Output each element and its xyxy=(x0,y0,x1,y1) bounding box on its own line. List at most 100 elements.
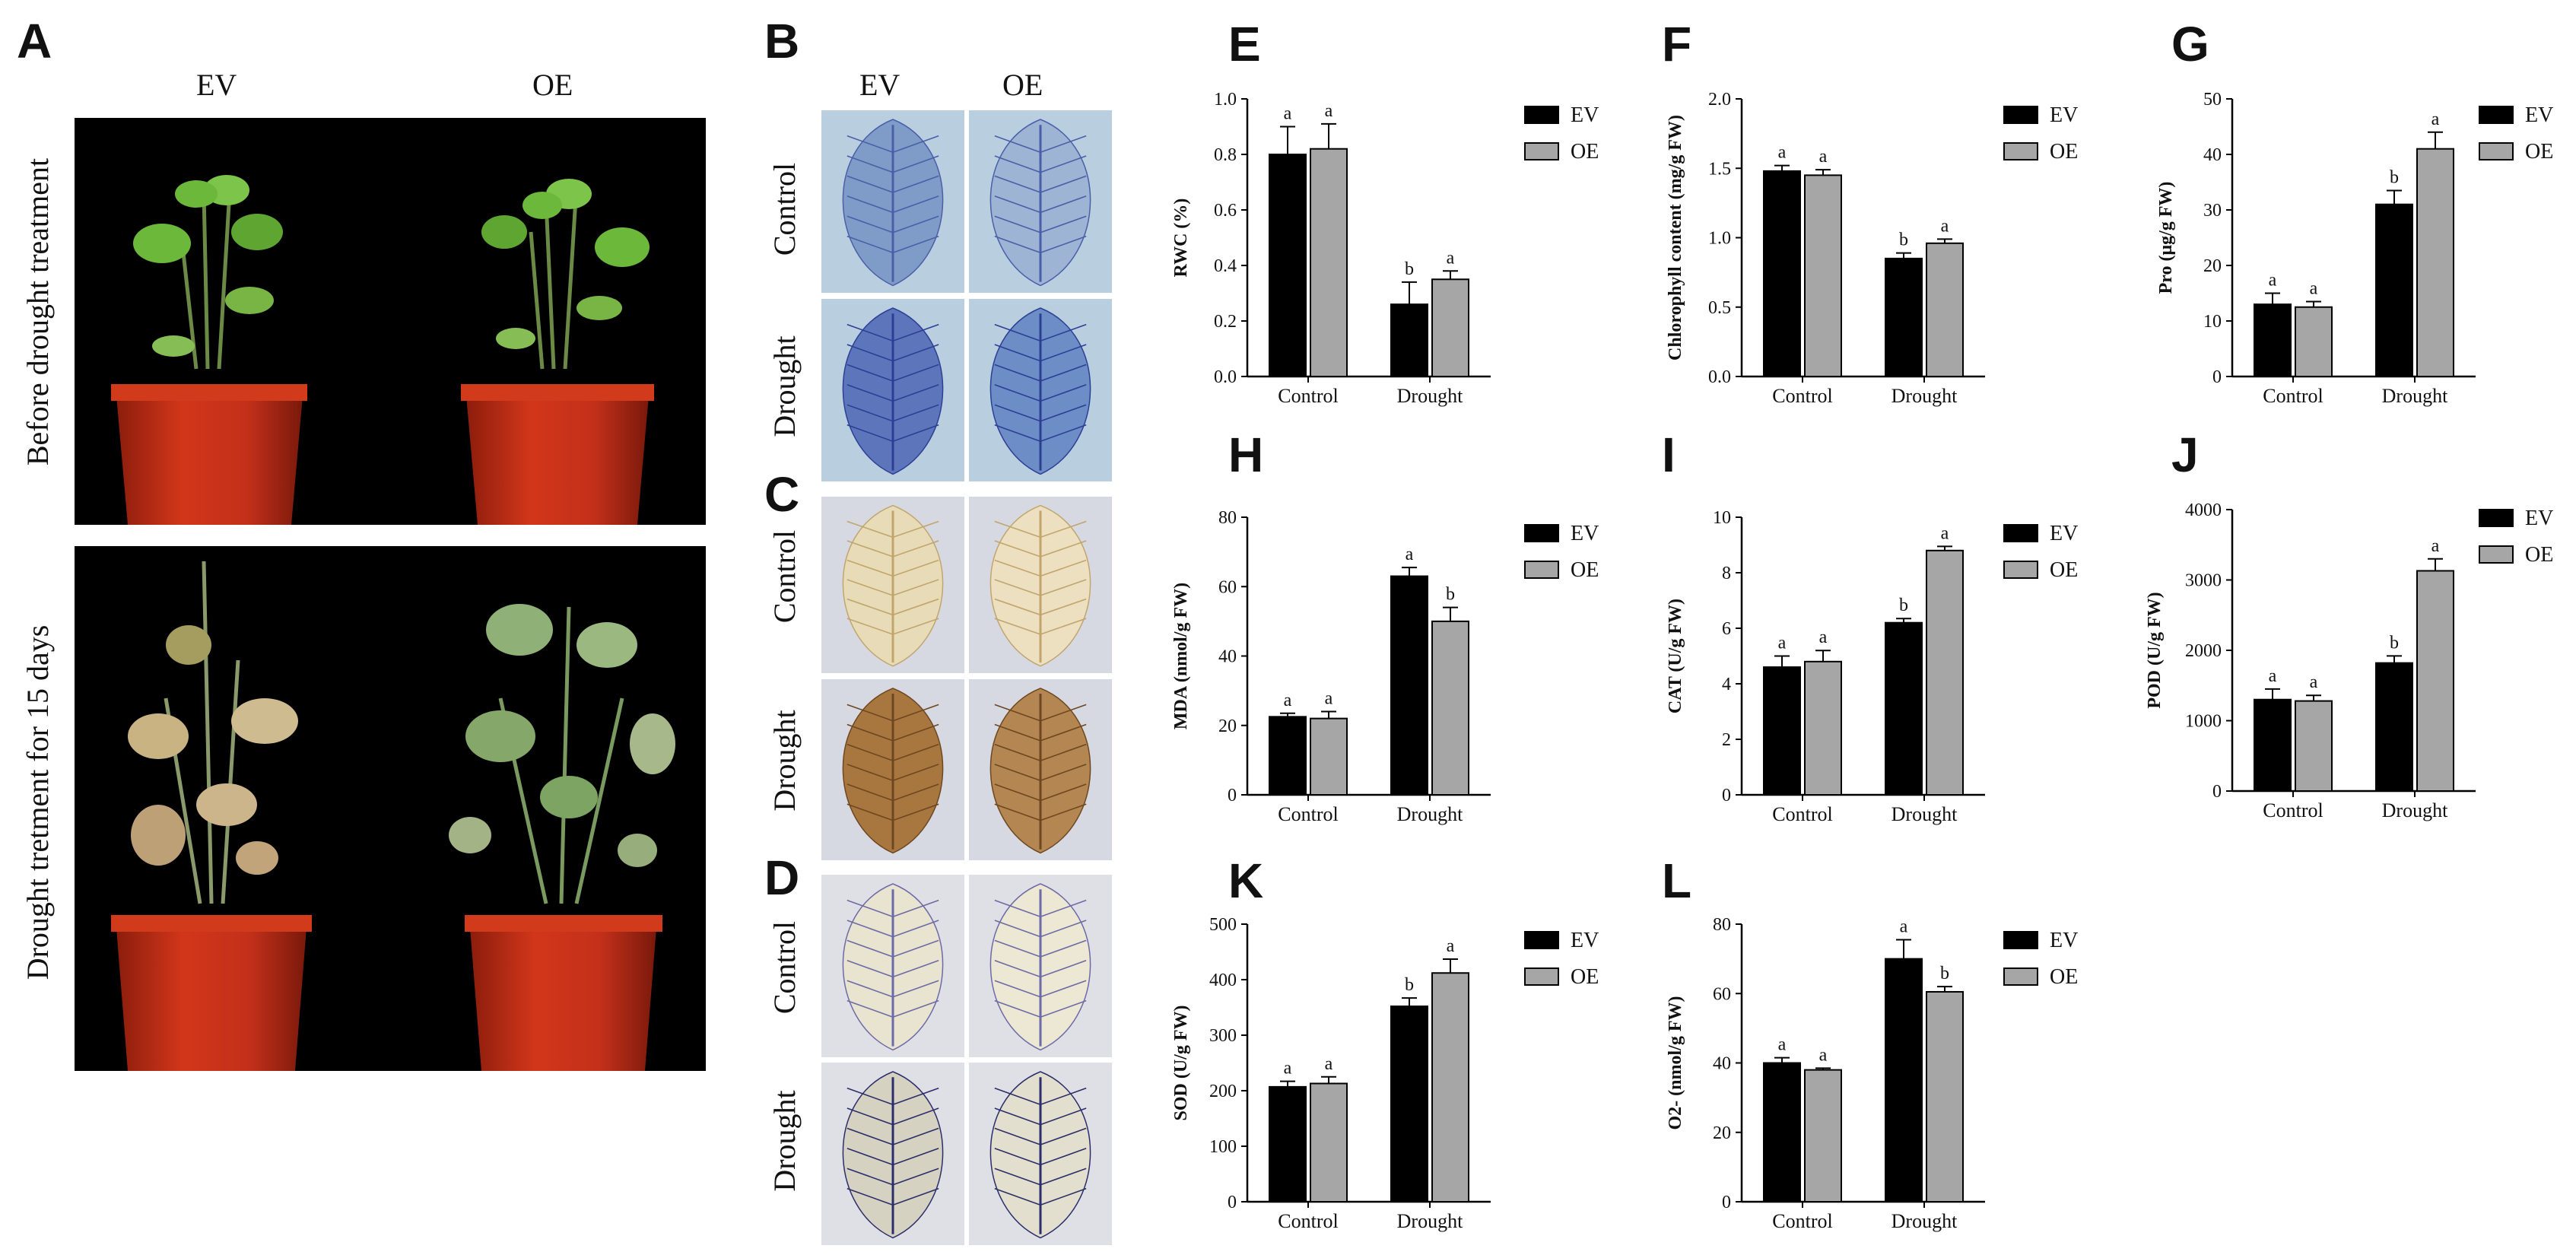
leaf-trypan-drought-oe xyxy=(969,1063,1112,1245)
photo-col-label-oe: OE xyxy=(532,68,573,102)
y-axis-label: Chlorophyll content (mg/g FW) xyxy=(1666,115,1685,361)
leaf-trypan-control-ev xyxy=(821,875,964,1057)
significance-letter: a xyxy=(2431,110,2440,129)
significance-letter: a xyxy=(1941,216,1949,236)
photo-before-drought xyxy=(75,118,706,525)
y-tick-label: 1.0 xyxy=(1214,90,1237,110)
legend-swatch-ev xyxy=(1524,524,1559,542)
leaf-nbt-drought-oe xyxy=(969,299,1112,481)
legend-label-ev: EV xyxy=(1571,522,1599,545)
y-tick-label: 10 xyxy=(1713,508,1731,528)
y-tick-label: 4000 xyxy=(2185,500,2222,520)
legend-label-oe: OE xyxy=(2050,965,2078,989)
y-tick-label: 40 xyxy=(1713,1054,1731,1074)
bar-ev-control xyxy=(2254,698,2292,792)
y-tick-label: 60 xyxy=(1218,577,1237,597)
significance-letter: a xyxy=(1778,634,1787,653)
significance-letter: a xyxy=(1325,101,1333,121)
y-tick-label: 0.4 xyxy=(1214,256,1237,276)
y-tick-label: 2000 xyxy=(2185,641,2222,661)
y-tick-label: 0.2 xyxy=(1214,312,1237,332)
y-axis-label: MDA (nmol/g FW) xyxy=(1171,583,1191,729)
bar-oe-control xyxy=(1804,1069,1842,1203)
legend-swatch-ev xyxy=(2003,931,2038,949)
y-axis-label: Pro (μg/g FW) xyxy=(2156,182,2176,294)
y-axis-label: SOD (U/g FW) xyxy=(1171,1006,1191,1121)
bar-oe-control xyxy=(1804,174,1842,377)
photo-after-drought xyxy=(75,546,706,1071)
y-tick-label: 0.0 xyxy=(1708,367,1731,387)
bar-oe-control xyxy=(1310,148,1348,377)
x-tick-label: Control xyxy=(1278,803,1338,825)
y-tick-label: 40 xyxy=(1218,647,1237,667)
bar-oe-drought xyxy=(1431,278,1469,377)
legend-swatch-oe xyxy=(2003,561,2038,579)
significance-letter: a xyxy=(1778,1035,1787,1055)
bar-ev-drought xyxy=(1885,958,1923,1203)
panel-label-k: K xyxy=(1228,853,1263,908)
legend-label-oe: OE xyxy=(2050,558,2078,582)
legend-swatch-oe xyxy=(1524,142,1559,160)
significance-letter: a xyxy=(1406,545,1414,564)
bar-ev-drought xyxy=(1390,1006,1428,1203)
panel-label-a: A xyxy=(17,14,52,68)
significance-letter: a xyxy=(1941,523,1949,543)
significance-letter: a xyxy=(2310,672,2318,692)
y-tick-label: 0.0 xyxy=(1214,367,1237,387)
legend-swatch-oe xyxy=(2479,142,2514,160)
leaf-dab-drought-oe xyxy=(969,679,1112,860)
y-tick-label: 20 xyxy=(1713,1123,1731,1143)
y-tick-label: 60 xyxy=(1713,984,1731,1004)
significance-letter: b xyxy=(1940,964,1949,983)
stain-col-label-oe: OE xyxy=(1002,68,1043,102)
y-tick-label: 200 xyxy=(1209,1082,1237,1101)
significance-letter: a xyxy=(2431,536,2440,556)
y-tick-label: 8 xyxy=(1722,564,1731,583)
panel-label-c: C xyxy=(764,467,800,522)
panel-label-e: E xyxy=(1228,17,1261,71)
significance-letter: a xyxy=(2269,666,2277,686)
x-tick-label: Control xyxy=(1772,1210,1832,1232)
legend-swatch-oe xyxy=(2003,967,2038,986)
leaf-dab-control-ev xyxy=(821,497,964,673)
bar-oe-control xyxy=(2295,700,2333,792)
y-tick-label: 400 xyxy=(1209,971,1237,990)
photo-col-label-ev: EV xyxy=(196,68,237,102)
legend-swatch-ev xyxy=(2003,106,2038,124)
bar-ev-control xyxy=(1763,666,1801,796)
y-tick-label: 0 xyxy=(1228,786,1237,805)
x-tick-label: Control xyxy=(2263,385,2323,407)
y-tick-label: 500 xyxy=(1209,915,1237,935)
legend-swatch-ev xyxy=(2479,106,2514,124)
significance-letter: b xyxy=(1405,259,1414,279)
legend-label-ev: EV xyxy=(2050,929,2078,952)
y-tick-label: 20 xyxy=(1218,716,1237,736)
y-tick-label: 10 xyxy=(2203,312,2222,332)
panel-label-i: I xyxy=(1662,427,1676,482)
bar-oe-drought xyxy=(1926,990,1964,1203)
significance-letter: a xyxy=(1819,147,1828,167)
x-tick-label: Drought xyxy=(2382,799,2448,821)
significance-letter: a xyxy=(1819,1045,1828,1065)
bar-ev-drought xyxy=(1885,621,1923,796)
x-tick-label: Drought xyxy=(1892,1210,1958,1232)
plant-ev-healthy xyxy=(133,175,283,370)
significance-letter: a xyxy=(1284,1059,1292,1079)
y-tick-label: 50 xyxy=(2203,90,2222,110)
y-axis-label: CAT (U/g FW) xyxy=(1666,599,1685,713)
y-tick-label: 300 xyxy=(1209,1026,1237,1046)
bar-ev-control xyxy=(1269,154,1307,377)
bar-ev-control xyxy=(1269,716,1307,796)
significance-letter: a xyxy=(1819,628,1828,647)
x-tick-label: Drought xyxy=(1397,1210,1463,1232)
legend-label-ev: EV xyxy=(1571,929,1599,952)
plant-oe-wilted xyxy=(449,604,675,904)
y-tick-label: 0 xyxy=(1722,786,1731,805)
legend-swatch-oe xyxy=(1524,561,1559,579)
significance-letter: b xyxy=(1405,975,1414,995)
legend-swatch-oe xyxy=(1524,967,1559,986)
legend-swatch-oe xyxy=(2003,142,2038,160)
